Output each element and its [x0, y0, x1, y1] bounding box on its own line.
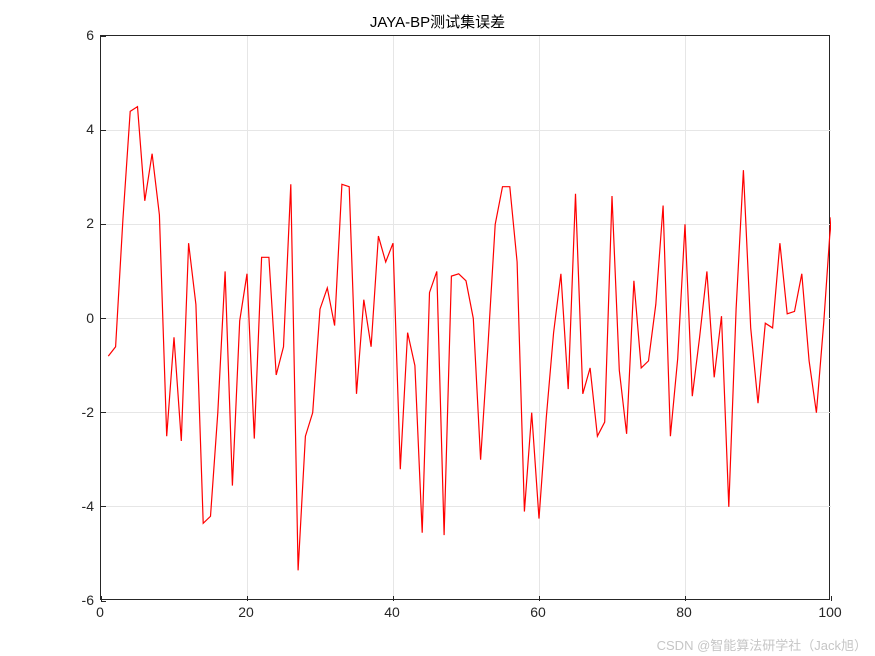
y-tick-label: -4: [70, 498, 94, 514]
y-tick-label: -6: [70, 592, 94, 608]
y-tick-label: 2: [70, 215, 94, 231]
x-tick-label: 20: [238, 604, 254, 620]
y-tick-label: -2: [70, 404, 94, 420]
y-tick-label: 6: [70, 27, 94, 43]
chart-title: JAYA-BP测试集误差: [0, 11, 875, 32]
x-tick-label: 40: [384, 604, 400, 620]
watermark-text: CSDN @智能算法研学社（Jack旭）: [657, 635, 867, 654]
figure: JAYA-BP测试集误差 CSDN @智能算法研学社（Jack旭） 020406…: [0, 0, 875, 656]
y-tick-label: 0: [70, 310, 94, 326]
x-tick-label: 0: [96, 604, 104, 620]
error-line: [108, 107, 831, 571]
x-tick-label: 60: [530, 604, 546, 620]
y-tick-label: 4: [70, 121, 94, 137]
x-tick-label: 80: [676, 604, 692, 620]
x-tick-label: 100: [818, 604, 841, 620]
plot-area: [100, 35, 830, 600]
line-series: [101, 36, 831, 601]
